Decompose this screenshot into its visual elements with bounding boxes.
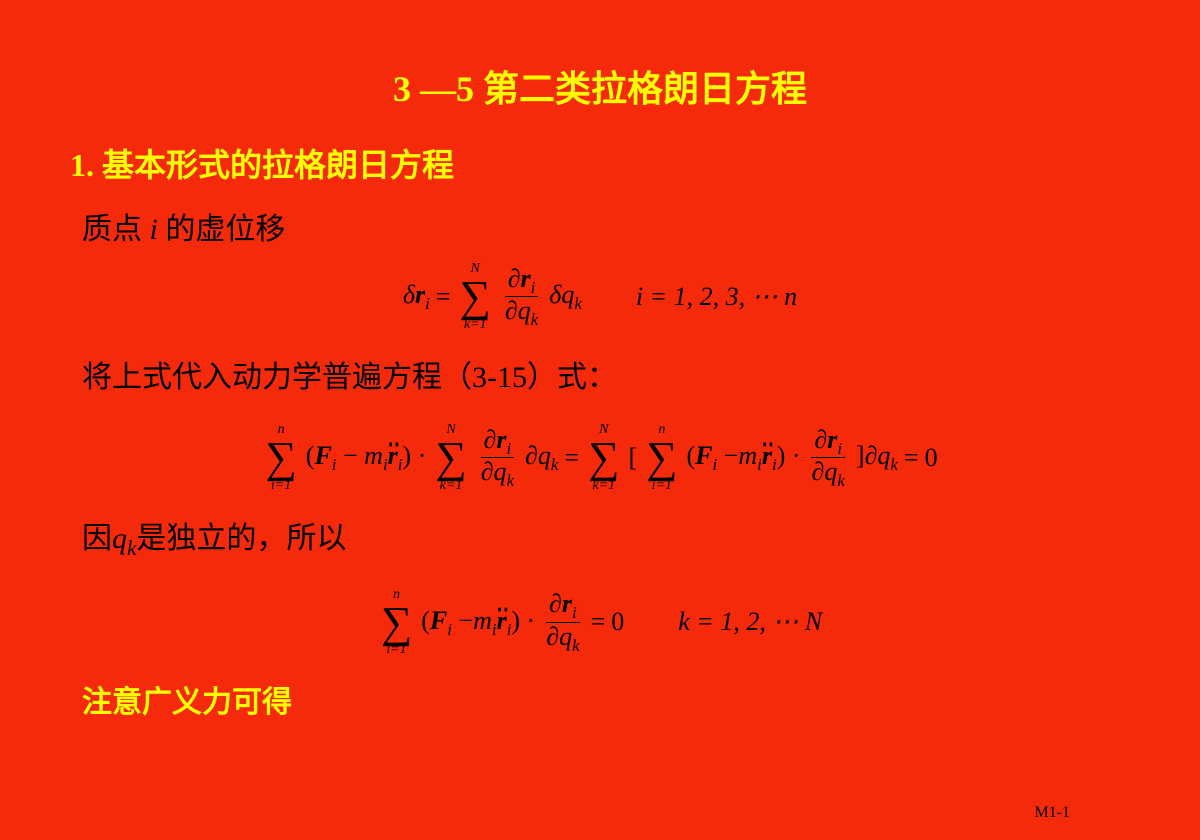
text-pre: 质点 (82, 213, 150, 246)
line-independent: 因qk是独立的，所以 (82, 513, 1130, 561)
section-heading: 1. 基本形式的拉格朗日方程 (70, 140, 1130, 186)
line-substitution: 将上式代入动力学普遍方程（3-15）式： (82, 352, 1130, 396)
eq2-sum1-lower: i=1 (271, 479, 291, 493)
var-i: i (150, 213, 158, 246)
eq3-sum-lower: i=1 (386, 643, 406, 657)
text-post: 是独立的，所以 (136, 522, 346, 555)
line-note: 注意广义力可得 (82, 677, 1130, 721)
eq3-range: k = 1, 2, ⋯ N (678, 607, 822, 637)
eq2-sum4-lower: i=1 (652, 479, 672, 493)
slide: 3 —5 第二类拉格朗日方程 1. 基本形式的拉格朗日方程 质点 i 的虚位移 … (0, 0, 1200, 840)
equation-3: n ∑ i=1 (Fi −miri) · ∂ri ∂qk = 0 k = 1, … (70, 575, 1130, 658)
text-pre: 因 (82, 522, 112, 555)
eq2-sum3-lower: k=1 (592, 479, 615, 493)
equation-2: n ∑ i=1 (Fi − miri) · N ∑ k=1 ∂ri ∂qk ∂q… (70, 410, 1130, 493)
eq2-sum2-lower: k=1 (440, 479, 463, 493)
var-q: q (112, 522, 127, 555)
line-virtual-displacement: 质点 i 的虚位移 (82, 204, 1130, 248)
eq1-range: i = 1, 2, 3, ⋯ n (636, 282, 797, 312)
eq1-sum-lower: k=1 (464, 318, 487, 332)
footer-page-number: M1-1 (1034, 804, 1070, 822)
text-post: 的虚位移 (158, 213, 286, 246)
equation-1: δri = N ∑ k=1 ∂ri ∂qk δqk i = 1, 2, 3, ⋯… (70, 262, 1130, 332)
slide-title: 3 —5 第二类拉格朗日方程 (70, 60, 1130, 112)
sub-k: k (127, 536, 136, 560)
